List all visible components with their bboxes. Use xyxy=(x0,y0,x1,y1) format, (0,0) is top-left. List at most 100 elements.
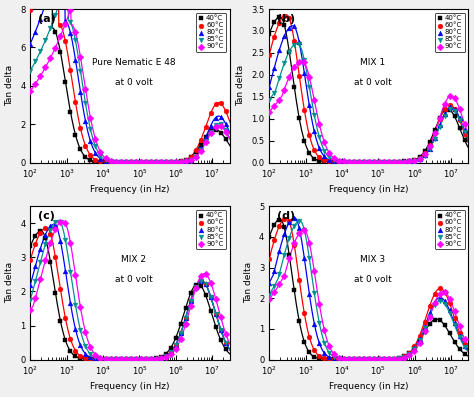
60°C xyxy=(122,356,129,362)
60°C xyxy=(410,343,418,349)
90°C xyxy=(122,159,129,165)
90°C xyxy=(222,331,229,337)
85°C xyxy=(142,159,149,165)
80°C xyxy=(117,356,124,362)
90°C xyxy=(42,257,49,263)
40°C xyxy=(446,330,453,337)
80°C xyxy=(222,339,229,346)
40°C xyxy=(107,159,114,165)
80°C xyxy=(97,356,104,362)
85°C xyxy=(77,327,84,333)
90°C xyxy=(222,129,229,135)
80°C xyxy=(291,23,298,30)
40°C xyxy=(305,349,313,355)
60°C xyxy=(202,123,210,130)
Text: MIX 3: MIX 3 xyxy=(360,255,385,264)
85°C xyxy=(320,147,328,154)
85°C xyxy=(330,157,338,164)
85°C xyxy=(172,159,180,165)
80°C xyxy=(177,330,184,336)
40°C xyxy=(32,233,39,239)
90°C xyxy=(192,154,200,160)
40°C xyxy=(326,158,333,165)
90°C xyxy=(67,239,74,246)
60°C xyxy=(451,315,458,321)
80°C xyxy=(451,320,458,327)
60°C xyxy=(391,158,398,165)
60°C xyxy=(117,159,124,165)
40°C xyxy=(356,356,363,362)
X-axis label: Frequency (in Hz): Frequency (in Hz) xyxy=(90,382,170,391)
Legend: 40°C, 60°C, 80°C, 85°C, 90°C: 40°C, 60°C, 80°C, 85°C, 90°C xyxy=(435,13,465,52)
85°C xyxy=(401,158,408,165)
60°C xyxy=(147,159,155,165)
90°C xyxy=(410,348,418,354)
90°C xyxy=(87,115,94,121)
40°C xyxy=(451,113,458,119)
80°C xyxy=(371,158,378,165)
80°C xyxy=(401,354,408,360)
80°C xyxy=(271,65,278,71)
80°C xyxy=(305,290,313,297)
90°C xyxy=(46,55,54,61)
80°C xyxy=(142,159,149,165)
60°C xyxy=(336,158,343,165)
Text: (c): (c) xyxy=(38,211,55,221)
60°C xyxy=(426,303,433,310)
85°C xyxy=(107,356,114,362)
90°C xyxy=(142,356,149,362)
85°C xyxy=(82,100,89,106)
60°C xyxy=(97,356,104,362)
60°C xyxy=(441,106,448,112)
90°C xyxy=(162,354,169,360)
80°C xyxy=(456,333,464,339)
80°C xyxy=(441,297,448,304)
40°C xyxy=(271,19,278,25)
40°C xyxy=(271,222,278,228)
80°C xyxy=(285,219,293,225)
85°C xyxy=(320,339,328,346)
40°C xyxy=(217,129,225,136)
80°C xyxy=(326,157,333,163)
85°C xyxy=(117,356,124,362)
90°C xyxy=(291,64,298,70)
90°C xyxy=(375,158,383,165)
90°C xyxy=(441,289,448,295)
60°C xyxy=(177,158,184,165)
80°C xyxy=(436,122,443,129)
80°C xyxy=(285,25,293,31)
60°C xyxy=(326,158,333,164)
90°C xyxy=(102,355,109,362)
40°C xyxy=(82,154,89,160)
80°C xyxy=(217,114,225,120)
90°C xyxy=(396,355,403,362)
40°C xyxy=(301,137,308,144)
80°C xyxy=(386,356,393,362)
80°C xyxy=(36,15,44,22)
90°C xyxy=(52,226,59,233)
90°C xyxy=(406,352,413,358)
80°C xyxy=(212,114,219,121)
90°C xyxy=(421,151,428,157)
85°C xyxy=(32,58,39,65)
60°C xyxy=(365,356,373,362)
80°C xyxy=(351,158,358,165)
40°C xyxy=(375,158,383,165)
90°C xyxy=(365,158,373,165)
80°C xyxy=(431,299,438,306)
80°C xyxy=(320,153,328,160)
90°C xyxy=(46,240,54,246)
85°C xyxy=(137,356,145,362)
60°C xyxy=(431,291,438,297)
80°C xyxy=(197,145,204,151)
60°C xyxy=(396,158,403,165)
85°C xyxy=(365,356,373,362)
60°C xyxy=(410,157,418,164)
85°C xyxy=(87,126,94,133)
80°C xyxy=(122,159,129,165)
85°C xyxy=(426,146,433,152)
60°C xyxy=(291,38,298,44)
90°C xyxy=(336,355,343,361)
80°C xyxy=(52,222,59,228)
40°C xyxy=(410,157,418,163)
